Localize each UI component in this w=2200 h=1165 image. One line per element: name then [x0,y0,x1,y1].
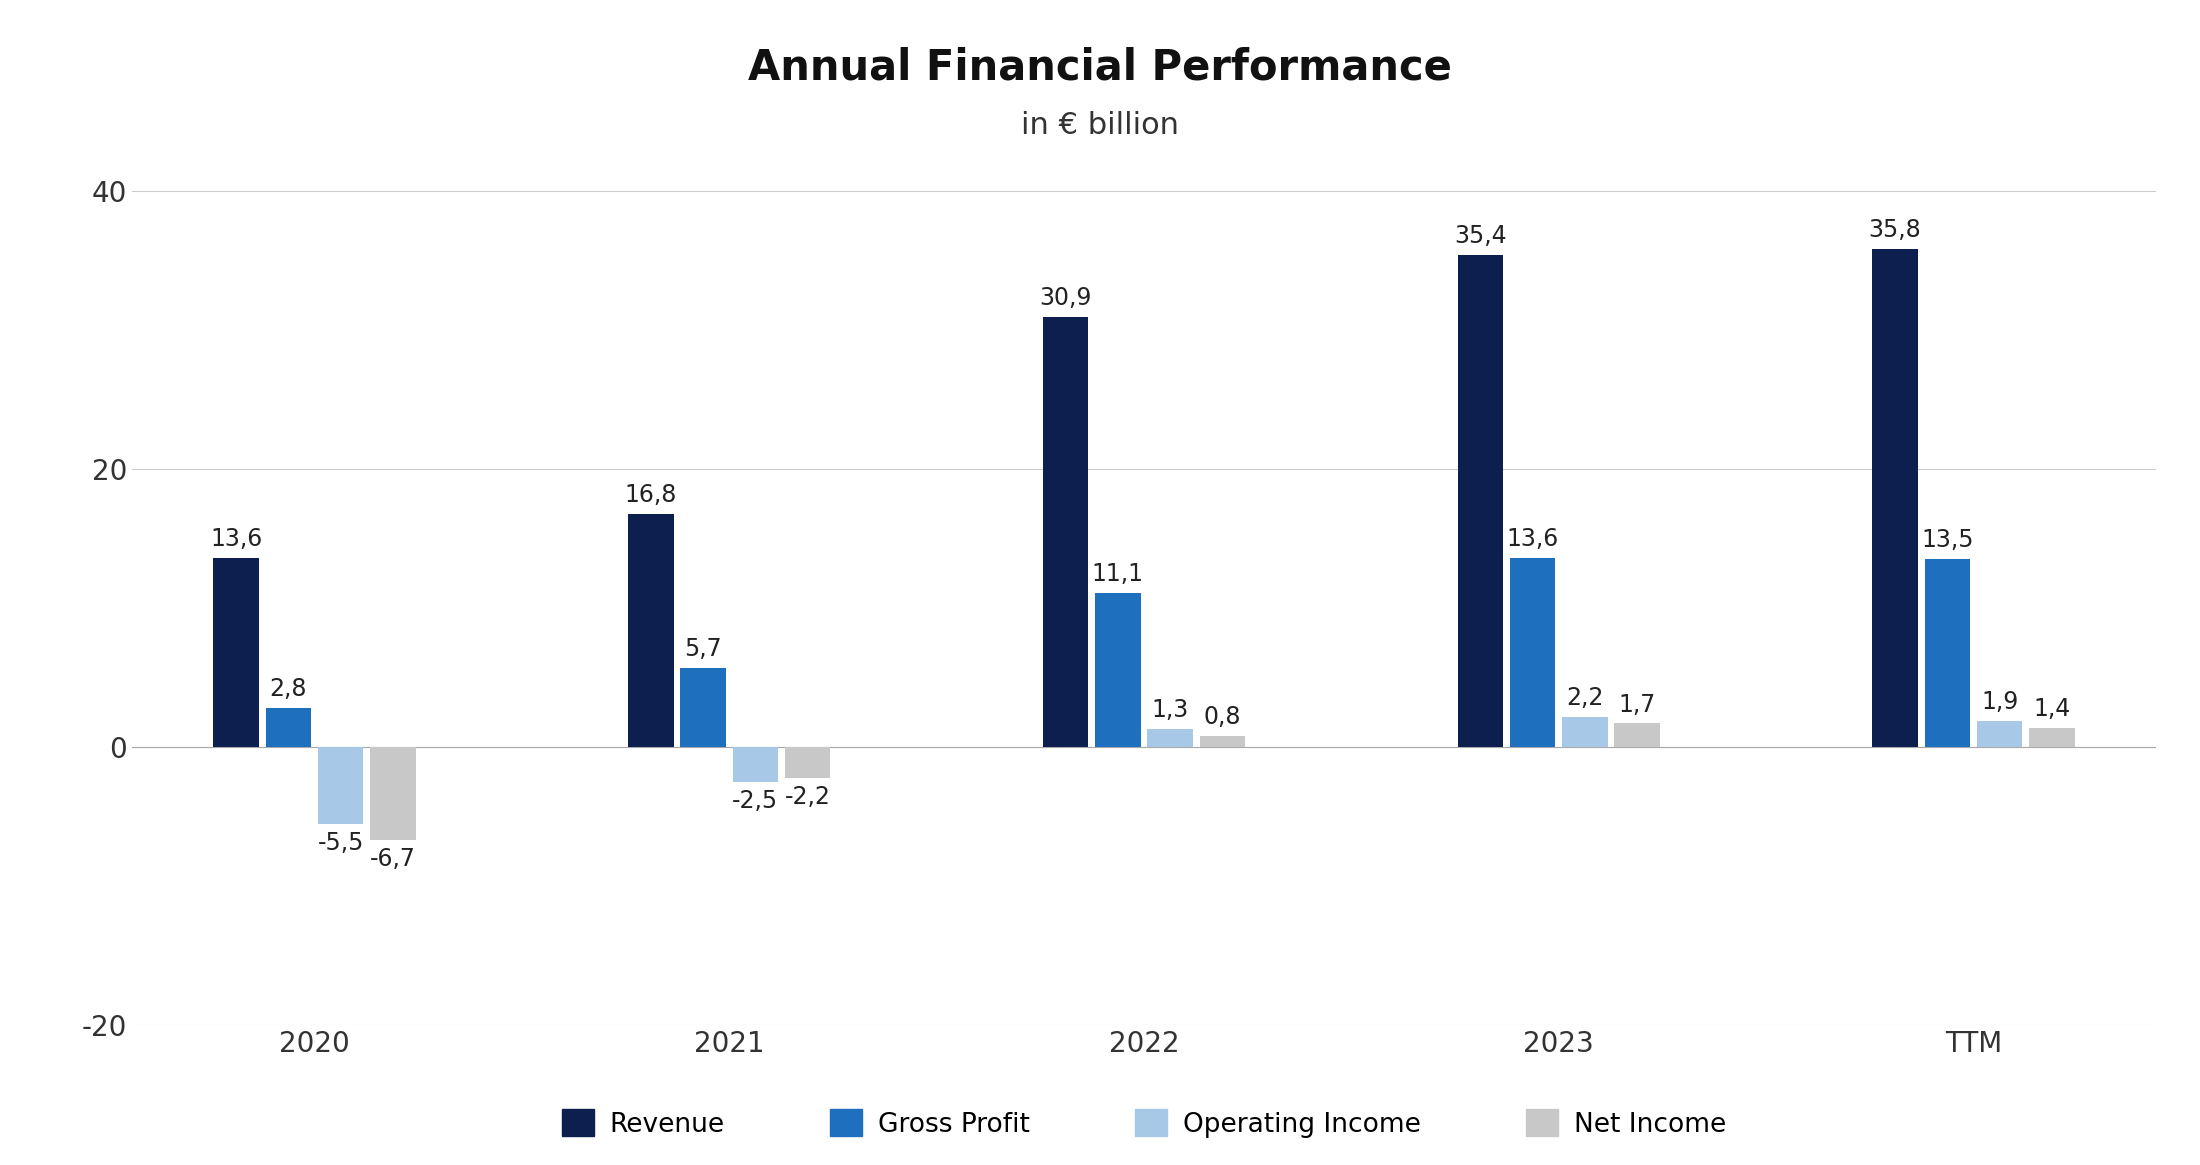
Text: in € billion: in € billion [1021,111,1179,140]
Legend: Revenue, Gross Profit, Operating Income, Net Income: Revenue, Gross Profit, Operating Income,… [552,1099,1736,1149]
Text: 35,4: 35,4 [1454,224,1507,248]
Bar [1562,716,1608,747]
Text: 13,6: 13,6 [1507,527,1560,551]
Bar [680,668,726,747]
Text: 1,3: 1,3 [1151,698,1188,722]
Bar [1925,559,1971,747]
Bar [213,558,260,747]
Text: -6,7: -6,7 [370,847,416,871]
Text: -2,2: -2,2 [785,785,832,809]
Text: 5,7: 5,7 [684,637,722,661]
Text: 2,2: 2,2 [1566,685,1604,709]
Bar [785,747,829,778]
Bar [1978,721,2022,747]
Bar [1615,723,1661,747]
Text: -2,5: -2,5 [733,789,779,813]
Bar [1199,736,1245,747]
Text: 1,4: 1,4 [2033,697,2070,721]
Text: 2,8: 2,8 [271,677,308,701]
Bar [370,747,416,840]
Bar [317,747,363,824]
Bar [1148,729,1192,747]
Bar [1043,317,1089,747]
Text: Annual Financial Performance: Annual Financial Performance [748,47,1452,89]
Text: 0,8: 0,8 [1203,705,1241,729]
Text: 16,8: 16,8 [625,482,678,507]
Bar [2028,728,2075,747]
Text: 1,7: 1,7 [1619,692,1657,716]
Bar [266,708,310,747]
Text: 13,6: 13,6 [209,527,262,551]
Bar [1509,558,1555,747]
Text: 35,8: 35,8 [1868,218,1921,242]
Text: 11,1: 11,1 [1091,562,1144,586]
Text: 13,5: 13,5 [1921,529,1973,552]
Text: 1,9: 1,9 [1980,690,2017,714]
Bar [1459,255,1503,747]
Text: -5,5: -5,5 [317,831,363,855]
Bar [627,514,673,747]
Bar [733,747,779,782]
Text: 30,9: 30,9 [1038,287,1091,311]
Bar [1096,593,1140,747]
Bar [1872,249,1918,747]
